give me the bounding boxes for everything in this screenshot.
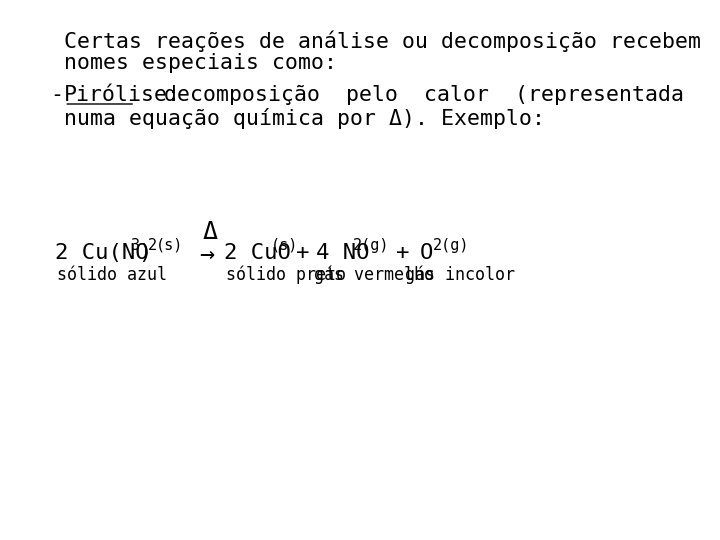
Text: 4 NO: 4 NO (316, 243, 369, 263)
Text: gás vermelho: gás vermelho (314, 266, 433, 285)
Text: 2 Cu(NO: 2 Cu(NO (55, 243, 148, 263)
Text: gás incolor: gás incolor (405, 266, 516, 285)
Text: -: - (50, 85, 63, 105)
Text: 2(g): 2(g) (433, 238, 469, 253)
Text: 2(g): 2(g) (353, 238, 390, 253)
Text: +: + (396, 243, 409, 263)
Text: nomes especiais como:: nomes especiais como: (64, 53, 338, 73)
Text: →: → (199, 243, 215, 267)
Text: numa equação química por Δ). Exemplo:: numa equação química por Δ). Exemplo: (64, 108, 545, 129)
Text: Δ: Δ (202, 220, 217, 244)
Text: 2: 2 (148, 238, 157, 253)
Text: Certas reações de análise ou decomposição recebem: Certas reações de análise ou decomposiçã… (64, 30, 701, 51)
Text: Pirólise:: Pirólise: (64, 85, 181, 105)
Text: (s): (s) (156, 238, 184, 253)
Text: 2 CuO: 2 CuO (223, 243, 290, 263)
Text: O: O (420, 243, 433, 263)
Text: (s): (s) (271, 238, 298, 253)
Text: 3: 3 (131, 238, 140, 253)
Text: sólido azul: sólido azul (57, 266, 167, 284)
Text: ): ) (138, 243, 152, 263)
Text: +: + (296, 243, 310, 263)
Text: sólido preto: sólido preto (226, 266, 346, 285)
Text: decomposição  pelo  calor  (representada: decomposição pelo calor (representada (138, 85, 684, 105)
